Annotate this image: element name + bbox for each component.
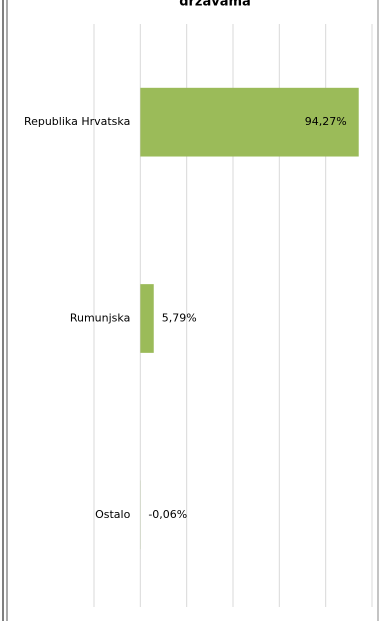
value-label: 94,27% <box>305 115 347 128</box>
chart-title: državama <box>179 0 251 10</box>
category-label: Rumunjska <box>70 312 130 325</box>
category-label: Ostalo <box>95 508 130 521</box>
category-label: Republika Hrvatska <box>24 115 130 128</box>
bar <box>140 284 154 353</box>
bar <box>140 87 359 157</box>
value-label: -0,06% <box>148 508 187 521</box>
value-label: 5,79% <box>162 312 197 325</box>
